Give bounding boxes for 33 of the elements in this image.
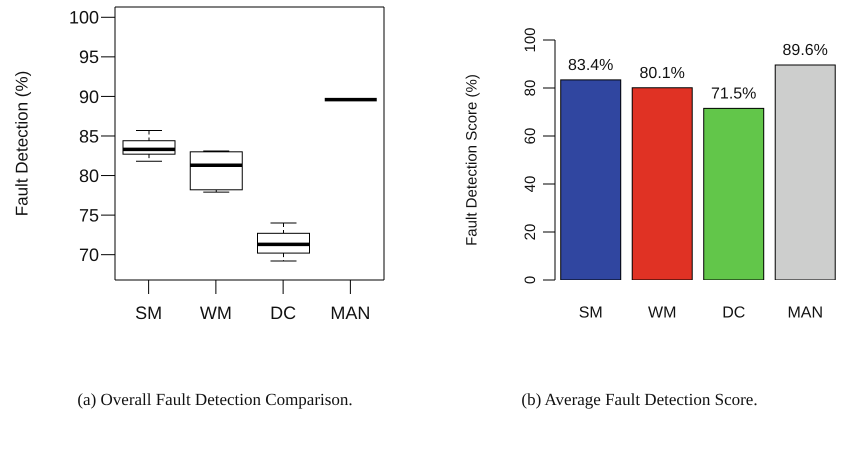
x-tick-label: WM <box>648 304 676 322</box>
data-label: 71.5% <box>711 85 756 102</box>
x-tick-label: MAN <box>330 302 370 323</box>
bar <box>774 64 836 280</box>
bar <box>560 79 622 280</box>
x-tick-label: SM <box>135 302 162 323</box>
y-tick-label: 80 <box>78 166 99 186</box>
bar <box>703 108 764 280</box>
x-tick-label: MAN <box>787 304 824 322</box>
y-tick-label: 70 <box>78 245 99 266</box>
y-tick-label: 100 <box>68 8 99 28</box>
y-tick-label: 0 <box>522 276 539 284</box>
y-axis-title: Fault Detection Score (%) <box>464 74 480 246</box>
y-axis-title: Fault Detection (%) <box>12 70 32 216</box>
data-label: 89.6% <box>782 42 828 59</box>
y-tick-label: 90 <box>78 86 99 107</box>
text: (a) Overall Fault Detection Comparison. <box>76 390 354 410</box>
bar <box>632 87 693 280</box>
text: (b) Average Fault Detection Score. <box>520 390 759 410</box>
x-tick-label: WM <box>200 302 232 323</box>
x-tick-label: SM <box>578 304 603 322</box>
y-tick-label: 60 <box>522 128 539 144</box>
data-label: 80.1% <box>640 64 685 82</box>
y-tick-label: 85 <box>78 126 99 146</box>
y-tick-label: 80 <box>522 80 539 96</box>
x-tick-label: DC <box>270 302 296 323</box>
y-tick-label: 100 <box>522 27 539 53</box>
y-tick-label: 20 <box>522 224 539 240</box>
y-tick-label: 40 <box>522 176 539 192</box>
x-tick-label: DC <box>722 304 746 322</box>
y-tick-label: 95 <box>78 47 99 68</box>
data-label: 83.4% <box>568 56 614 74</box>
y-tick-label: 75 <box>78 206 99 226</box>
